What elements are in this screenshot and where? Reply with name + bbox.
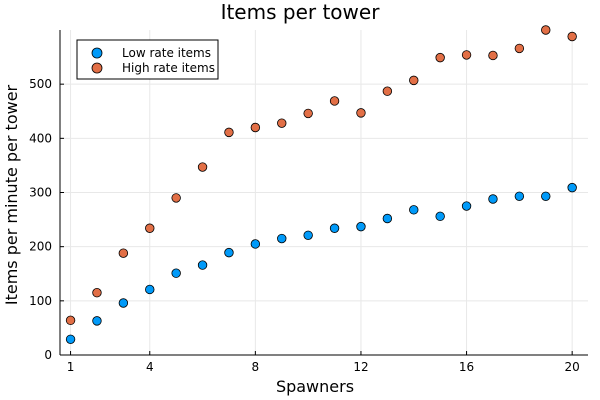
high-rate-point xyxy=(118,248,129,258)
low-rate-point xyxy=(435,211,445,222)
high-rate-point xyxy=(567,31,577,42)
high-rate-point xyxy=(224,127,234,138)
legend-marker-low-rate xyxy=(91,47,103,59)
high-rate-point xyxy=(541,25,551,35)
low-rate-point xyxy=(65,334,76,344)
y-tick-label: 0 xyxy=(44,348,52,362)
low-rate-point xyxy=(461,201,472,211)
low-rate-point xyxy=(514,191,525,201)
high-rate-point xyxy=(65,315,76,326)
low-rate-point xyxy=(488,194,498,204)
low-rate-point xyxy=(329,223,340,233)
high-rate-point xyxy=(171,193,181,203)
low-rate-point xyxy=(277,233,287,244)
low-rate-point xyxy=(541,191,551,201)
high-rate-point xyxy=(145,223,155,233)
x-tick-label: 1 xyxy=(67,360,75,374)
y-tick-label: 300 xyxy=(29,186,52,200)
high-rate-point xyxy=(92,288,102,298)
low-rate-point xyxy=(92,316,102,326)
x-tick-label: 12 xyxy=(353,360,368,374)
low-rate-point xyxy=(171,268,181,278)
low-rate-point xyxy=(145,284,155,295)
high-rate-point xyxy=(382,86,393,96)
chart-title: Items per tower xyxy=(221,0,381,24)
low-rate-point xyxy=(303,230,313,240)
high-rate-point xyxy=(303,108,313,119)
legend-label-low-rate: Low rate items xyxy=(122,46,211,60)
y-tick-label: 100 xyxy=(29,294,52,308)
legend-box xyxy=(76,39,219,80)
x-tick-label: 4 xyxy=(146,360,154,374)
low-rate-point xyxy=(197,260,208,270)
low-rate-point xyxy=(118,298,129,308)
data-points xyxy=(65,25,577,344)
y-tick-label: 400 xyxy=(29,131,52,145)
legend-label-high-rate: High rate items xyxy=(122,61,215,75)
legend-marker-high-rate xyxy=(91,62,103,74)
y-tick-label: 200 xyxy=(29,240,52,254)
axes xyxy=(59,30,588,356)
x-tick-label: 20 xyxy=(565,360,580,374)
high-rate-point xyxy=(435,52,445,63)
high-rate-point xyxy=(197,162,208,172)
high-rate-point xyxy=(409,75,419,86)
high-rate-point xyxy=(488,50,498,61)
low-rate-point xyxy=(356,221,366,232)
low-rate-point xyxy=(224,247,234,258)
high-rate-point xyxy=(461,50,472,60)
high-rate-point xyxy=(277,118,287,128)
legend: Low rate items High rate items xyxy=(76,39,219,80)
x-tick-label: 16 xyxy=(459,360,474,374)
high-rate-point xyxy=(329,96,340,106)
low-rate-point xyxy=(382,213,393,224)
x-axis-label: Spawners xyxy=(276,377,354,396)
y-tick-label: 500 xyxy=(29,77,52,91)
high-rate-point xyxy=(250,122,261,133)
low-rate-point xyxy=(567,182,577,193)
high-rate-point xyxy=(356,108,366,118)
low-rate-point xyxy=(409,205,419,215)
high-rate-point xyxy=(514,43,525,54)
low-rate-point xyxy=(250,239,261,249)
y-axis-label: Items per minute per tower xyxy=(2,84,21,305)
x-tick-label: 8 xyxy=(252,360,260,374)
